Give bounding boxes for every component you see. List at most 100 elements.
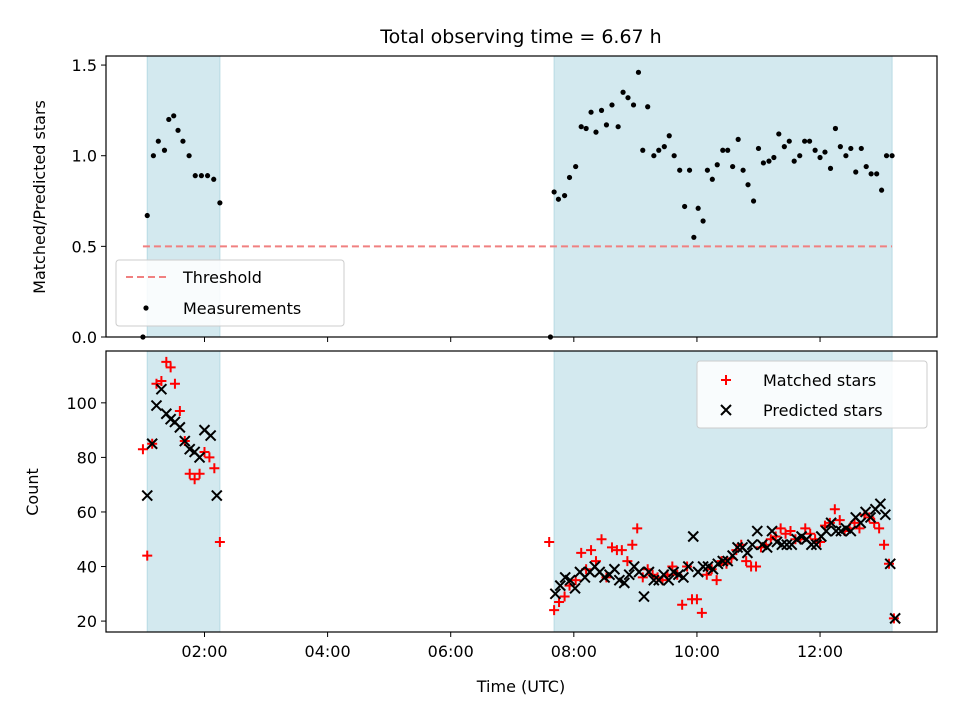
measurement-point [709, 176, 715, 182]
measurement-point [161, 147, 168, 153]
predicted-star-point [193, 451, 206, 464]
predicted-star-point [781, 538, 793, 551]
legend-predicted-swatch [720, 404, 732, 416]
measurement-point [155, 138, 161, 144]
predicted-star-point [864, 511, 877, 524]
matched-star-point [622, 556, 633, 567]
measurement-point [666, 133, 672, 139]
predicted-star-point [766, 525, 778, 537]
measurement-point [555, 196, 562, 202]
measurement-point [588, 109, 594, 115]
measurement-point [700, 218, 706, 224]
measurement-point [171, 113, 177, 119]
matched-star-point [199, 446, 210, 457]
matched-star-point [775, 523, 786, 534]
matched-star-point [544, 536, 555, 547]
observing-span-1 [553, 55, 893, 338]
measurement-point [635, 69, 642, 75]
measurement-point [853, 169, 859, 175]
predicted-star-point [761, 541, 773, 554]
measurement-point [180, 138, 186, 144]
predicted-star-point [554, 579, 566, 592]
matched-star-point [204, 452, 215, 463]
y-tick-label: 40 [77, 558, 97, 577]
matched-star-point [785, 526, 796, 537]
measurement-point [806, 138, 813, 144]
predicted-star-point [174, 421, 186, 434]
predicted-star-point [141, 489, 153, 502]
measurement-point [827, 165, 834, 171]
measurement-point [211, 176, 217, 182]
measurement-point [802, 138, 808, 144]
matched-star-point [805, 528, 816, 539]
predicted-star-point [884, 558, 896, 570]
matched-star-point [869, 517, 880, 528]
measurement-point [889, 153, 895, 159]
measurement-point [620, 89, 626, 95]
measurement-point [843, 153, 849, 159]
legend-matched-swatch [721, 375, 731, 385]
matched-star-point [586, 545, 597, 556]
measurement-point [625, 95, 631, 101]
predicted-star-point [820, 525, 832, 537]
matched-star-point [741, 556, 752, 567]
measurement-point [192, 173, 198, 179]
matched-star-point [137, 444, 148, 455]
measurement-point [791, 158, 797, 164]
matched-star-point [874, 523, 885, 534]
predicted-star-point [608, 563, 621, 575]
matched-star-point [214, 536, 225, 547]
matched-star-point [677, 599, 688, 610]
predicted-star-point [889, 612, 901, 625]
measurement-point [725, 147, 731, 153]
matched-star-point [194, 468, 205, 479]
predicted-star-point [633, 566, 645, 578]
matched-star-point [696, 607, 707, 618]
predicted-star-point [643, 566, 655, 578]
predicted-star-point [569, 582, 581, 595]
predicted-star-point [677, 571, 690, 584]
x-tick-label: 02:00 [181, 642, 227, 661]
measurement-point [691, 234, 697, 240]
predicted-star-point [648, 574, 660, 586]
measurement-point [615, 124, 621, 130]
matched-star-point [559, 591, 570, 602]
measurement-point [812, 147, 818, 153]
data-points [140, 69, 895, 340]
measurement-point [822, 149, 828, 155]
legend-measurements-swatch [143, 305, 149, 311]
count-panel: 20 40 60 80 100 02:00 04:00 06:00 08:00 10:00 12:0… [66, 350, 938, 661]
predicted-star-point [682, 560, 695, 573]
x-tick-label: 06:00 [428, 642, 474, 661]
measurement-point [144, 212, 150, 219]
matched-star-point [834, 515, 845, 526]
measurement-point [593, 129, 599, 135]
measurement-point [786, 138, 792, 144]
measurement-point [704, 167, 710, 173]
measurement-point [720, 147, 726, 153]
y-tick-label: 1.0 [72, 147, 97, 166]
matched-star-point [627, 539, 638, 550]
measurement-point [797, 153, 803, 159]
measurement-point [166, 116, 172, 123]
predicted-star-point [731, 541, 744, 554]
chart-title: Total observing time = 6.67 h [379, 26, 661, 48]
predicted-star-point [810, 538, 823, 551]
measurement-point [695, 205, 701, 211]
predicted-star-point [618, 577, 631, 589]
predicted-star-point [179, 435, 191, 447]
axes-frame [105, 55, 938, 338]
measurement-point [682, 203, 688, 210]
measurement-point [573, 163, 579, 170]
measurement-point [677, 167, 683, 173]
measurement-point [609, 102, 615, 108]
predicted-star-point [879, 508, 892, 521]
y-tick-label: 80 [77, 448, 97, 467]
x-axis-label: Time (UTC) [476, 677, 565, 696]
measurement-point [832, 125, 839, 132]
y-tick-label: 1.5 [72, 56, 97, 75]
measurement-point [186, 153, 192, 159]
predicted-star-point [638, 590, 650, 603]
predicted-star-point [211, 489, 223, 502]
measurement-point [858, 145, 864, 152]
